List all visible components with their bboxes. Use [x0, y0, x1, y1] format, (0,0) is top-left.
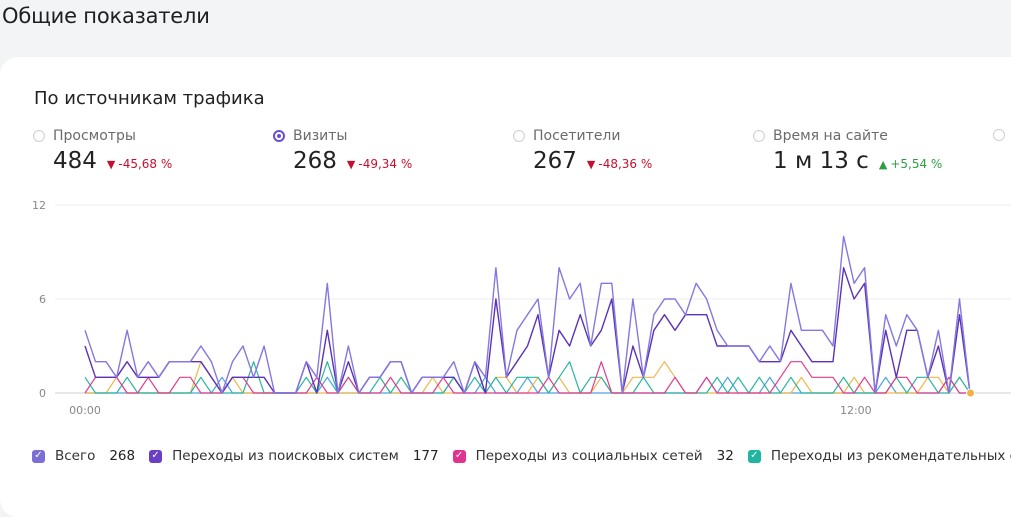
- metric-value: 1 м 13 с: [773, 148, 869, 174]
- series-line: [84, 235, 971, 394]
- traffic-card: [0, 57, 1011, 517]
- radio-icon[interactable]: [753, 130, 765, 142]
- metric-value: 268: [293, 148, 337, 174]
- radio-icon[interactable]: [513, 130, 525, 142]
- metric-label: Время на сайте: [773, 128, 888, 144]
- card-title: По источникам трафика: [34, 88, 265, 109]
- metric-delta: ▲ +5,54 %: [878, 157, 943, 171]
- metric-label: Визиты: [293, 128, 348, 144]
- legend-item-recommendation[interactable]: ✓ Переходы из рекомендательных систем: [747, 448, 1011, 464]
- checkbox-icon[interactable]: ✓: [452, 449, 466, 463]
- metric-time-on-site[interactable]: Время на сайте 1 м 13 с ▲ +5,54 %: [753, 128, 943, 174]
- legend-value: 177: [412, 448, 439, 464]
- radio-icon-next-metric[interactable]: [993, 129, 1005, 141]
- legend-label: Переходы из поисковых систем: [172, 448, 399, 464]
- legend-label: Переходы из социальных сетей: [475, 448, 703, 464]
- metric-visitors[interactable]: Посетители 267 ▼ -48,36 %: [513, 128, 653, 174]
- current-point-marker: [966, 388, 975, 398]
- series-line: [84, 266, 971, 394]
- metric-views[interactable]: Просмотры 484 ▼ -45,68 %: [33, 128, 173, 174]
- triangle-down-icon: ▼: [106, 158, 116, 171]
- chart-legend: ✓ Всего 268 ✓ Переходы из поисковых сист…: [32, 448, 1011, 464]
- legend-value: 268: [109, 448, 136, 464]
- page-title: Общие показатели: [2, 4, 210, 28]
- metric-delta: ▼ -48,36 %: [586, 157, 653, 171]
- metric-delta: ▼ -49,34 %: [346, 157, 413, 171]
- radio-selected-icon[interactable]: [273, 130, 285, 142]
- y-tick-label: 6: [39, 293, 46, 306]
- legend-label: Всего: [55, 448, 96, 464]
- x-tick-label: 00:00: [69, 404, 101, 417]
- triangle-down-icon: ▼: [586, 158, 596, 171]
- x-tick-label: 12:00: [840, 404, 872, 417]
- legend-label: Переходы из рекомендательных систем: [770, 448, 1011, 464]
- legend-item-social[interactable]: ✓ Переходы из социальных сетей 32: [452, 448, 734, 464]
- traffic-line-chart: 12 6 0 00:00 12:00: [32, 199, 1011, 417]
- y-tick-label: 12: [32, 199, 46, 212]
- metric-value: 267: [533, 148, 577, 174]
- checkbox-icon[interactable]: ✓: [149, 449, 163, 463]
- metric-label: Посетители: [533, 128, 621, 144]
- series-line: [84, 361, 971, 394]
- triangle-down-icon: ▼: [346, 158, 356, 171]
- radio-icon[interactable]: [33, 130, 45, 142]
- metric-delta: ▼ -45,68 %: [106, 157, 173, 171]
- metric-label: Просмотры: [53, 128, 136, 144]
- legend-value: 32: [716, 448, 734, 464]
- triangle-up-icon: ▲: [878, 158, 888, 171]
- checkbox-icon[interactable]: ✓: [747, 449, 761, 463]
- legend-item-search[interactable]: ✓ Переходы из поисковых систем 177: [149, 448, 439, 464]
- legend-item-total[interactable]: ✓ Всего 268: [32, 448, 135, 464]
- y-tick-label: 0: [39, 387, 46, 400]
- metric-visits[interactable]: Визиты 268 ▼ -49,34 %: [273, 128, 413, 174]
- metric-value: 484: [53, 148, 97, 174]
- checkbox-icon[interactable]: ✓: [32, 449, 45, 463]
